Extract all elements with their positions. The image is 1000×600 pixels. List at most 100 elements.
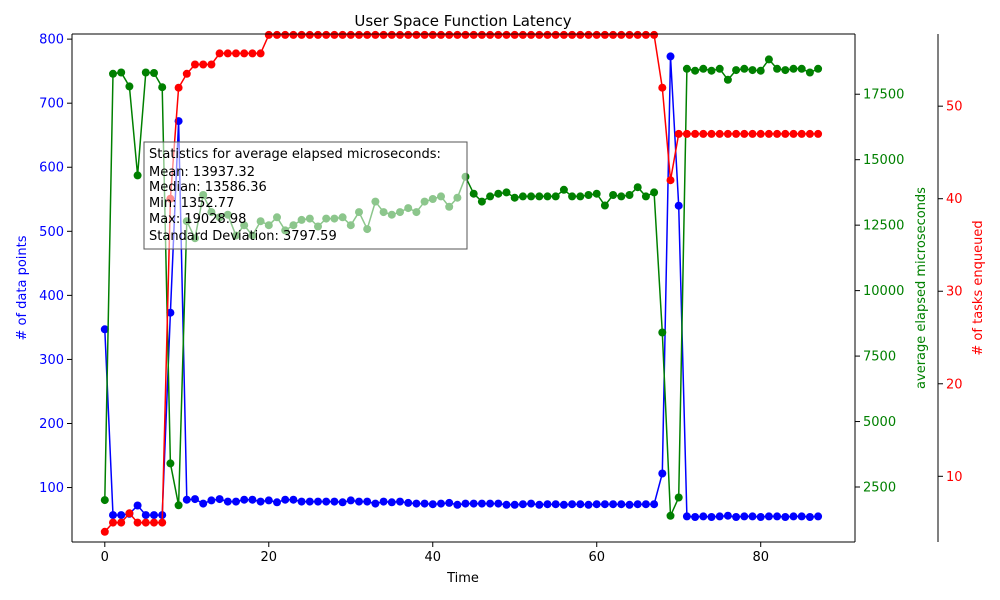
data-point-tasks-enqueued — [264, 30, 273, 39]
data-point-elapsed-microseconds — [764, 55, 773, 64]
data-point-data-points — [281, 495, 290, 504]
data-point-tasks-enqueued — [740, 129, 749, 138]
data-point-tasks-enqueued — [707, 129, 716, 138]
data-point-elapsed-microseconds — [568, 192, 577, 201]
data-point-data-points — [289, 495, 298, 504]
data-point-elapsed-microseconds — [510, 193, 519, 202]
data-point-tasks-enqueued — [273, 30, 281, 39]
data-point-tasks-enqueued — [625, 30, 634, 39]
data-point-elapsed-microseconds — [158, 83, 167, 92]
data-point-data-points — [633, 500, 642, 509]
statistics-annotation: Statistics for average elapsed microseco… — [143, 141, 468, 250]
data-point-elapsed-microseconds — [682, 64, 691, 73]
data-point-elapsed-microseconds — [518, 192, 527, 201]
statistics-line: Max: 19028.98 — [149, 212, 246, 227]
data-point-data-points — [297, 497, 306, 506]
data-point-tasks-enqueued — [805, 129, 814, 138]
data-point-data-points — [396, 497, 404, 506]
data-point-elapsed-microseconds — [486, 192, 495, 201]
data-point-tasks-enqueued — [437, 30, 445, 39]
data-point-tasks-enqueued — [633, 30, 642, 39]
data-point-data-points — [600, 500, 609, 509]
data-point-data-points — [699, 512, 708, 521]
data-point-data-points — [469, 499, 478, 508]
data-point-elapsed-microseconds — [658, 328, 667, 337]
data-point-elapsed-microseconds — [477, 197, 486, 206]
data-point-elapsed-microseconds — [469, 189, 478, 198]
data-point-tasks-enqueued — [248, 49, 257, 58]
data-point-tasks-enqueued — [617, 30, 626, 39]
right-y-tick-label: 12500 — [863, 219, 904, 234]
data-point-tasks-enqueued — [125, 509, 134, 518]
x-tick-label: 0 — [101, 550, 109, 565]
chart-title: User Space Function Latency — [354, 12, 571, 30]
statistics-line: Statistics for average elapsed microseco… — [149, 147, 441, 162]
data-point-elapsed-microseconds — [773, 64, 782, 73]
statistics-box — [143, 141, 468, 250]
data-point-tasks-enqueued — [723, 129, 732, 138]
data-point-elapsed-microseconds — [740, 64, 749, 73]
data-point-data-points — [641, 500, 650, 509]
data-point-elapsed-microseconds — [633, 183, 642, 192]
data-point-data-points — [117, 511, 126, 520]
data-point-elapsed-microseconds — [141, 68, 150, 77]
data-point-elapsed-microseconds — [174, 501, 183, 510]
data-point-tasks-enqueued — [674, 129, 683, 138]
x-tick-label: 60 — [588, 550, 605, 565]
data-point-data-points — [461, 499, 470, 508]
data-point-data-points — [133, 501, 142, 510]
data-point-tasks-enqueued — [641, 30, 650, 39]
data-point-data-points — [477, 499, 486, 508]
data-point-tasks-enqueued — [371, 30, 380, 39]
data-point-tasks-enqueued — [658, 83, 667, 92]
data-point-elapsed-microseconds — [543, 192, 552, 201]
data-point-tasks-enqueued — [477, 30, 486, 39]
left-y-tick-label: 100 — [39, 481, 64, 496]
second-right-y-tick-label: 50 — [946, 100, 963, 115]
data-point-data-points — [199, 499, 208, 508]
data-point-data-points — [715, 512, 724, 521]
data-point-tasks-enqueued — [568, 30, 577, 39]
data-point-tasks-enqueued — [551, 30, 560, 39]
data-point-tasks-enqueued — [387, 30, 396, 39]
data-point-data-points — [240, 495, 249, 504]
data-point-elapsed-microseconds — [535, 192, 544, 201]
data-point-elapsed-microseconds — [609, 191, 618, 199]
right-y-tick-label: 10000 — [863, 284, 904, 299]
data-point-elapsed-microseconds — [150, 69, 158, 77]
data-point-tasks-enqueued — [510, 30, 519, 39]
data-point-tasks-enqueued — [453, 30, 462, 39]
data-point-data-points — [150, 511, 158, 520]
data-point-data-points — [191, 495, 199, 504]
data-point-data-points — [453, 500, 462, 509]
x-tick-label: 40 — [424, 550, 441, 565]
data-point-elapsed-microseconds — [625, 191, 634, 199]
data-point-data-points — [764, 512, 773, 521]
axis-layer: 0 20 40 60 80 100 200 300 400 500 600 700 800 2500 500… — [39, 33, 962, 565]
data-point-tasks-enqueued — [494, 30, 503, 39]
second-right-y-tick-label: 10 — [946, 470, 963, 485]
data-point-tasks-enqueued — [289, 30, 298, 39]
data-point-tasks-enqueued — [256, 49, 265, 58]
data-point-data-points — [305, 497, 314, 506]
data-point-data-points — [379, 497, 388, 506]
data-point-tasks-enqueued — [330, 30, 339, 39]
x-tick-label: 80 — [752, 550, 769, 565]
data-point-data-points — [584, 500, 593, 509]
data-point-tasks-enqueued — [297, 30, 306, 39]
data-point-tasks-enqueued — [691, 129, 700, 138]
data-point-data-points — [650, 500, 659, 509]
data-point-data-points — [527, 499, 536, 508]
data-point-data-points — [166, 308, 175, 317]
data-point-tasks-enqueued — [592, 30, 601, 39]
data-point-data-points — [723, 511, 732, 520]
data-point-data-points — [617, 500, 626, 509]
data-point-data-points — [322, 497, 331, 506]
data-point-tasks-enqueued — [355, 30, 363, 39]
data-point-elapsed-microseconds — [748, 66, 757, 75]
data-point-data-points — [805, 513, 814, 521]
data-point-elapsed-microseconds — [707, 66, 716, 75]
left-y-tick-label: 700 — [39, 97, 64, 112]
data-point-elapsed-microseconds — [723, 75, 732, 84]
